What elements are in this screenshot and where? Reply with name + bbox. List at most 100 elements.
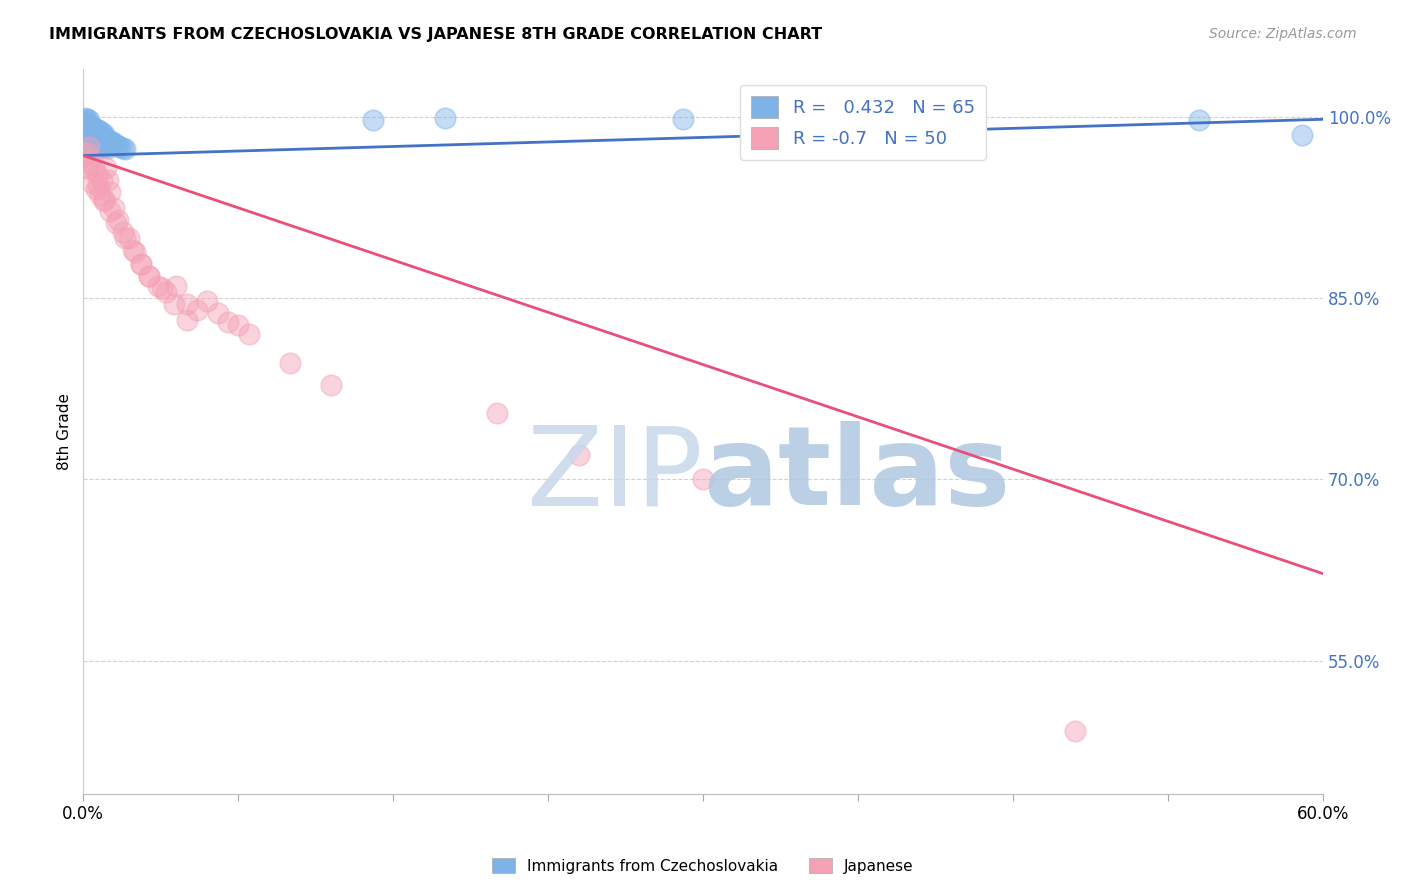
Point — [129, 257, 152, 271]
Point — [195, 293, 218, 308]
Point — [76, 117, 98, 131]
Point — [93, 130, 115, 145]
Point — [76, 114, 98, 128]
Point — [79, 127, 101, 141]
Point — [186, 303, 208, 318]
Point — [87, 127, 110, 141]
Point — [87, 178, 110, 193]
Point — [93, 192, 115, 206]
Point — [79, 118, 101, 132]
Point — [79, 113, 101, 128]
Point — [75, 116, 97, 130]
Point — [84, 134, 107, 148]
Point — [76, 146, 98, 161]
Point — [138, 269, 160, 284]
Point — [89, 188, 111, 202]
Point — [80, 130, 103, 145]
Point — [124, 245, 146, 260]
Point — [671, 112, 693, 127]
Point — [76, 124, 98, 138]
Point — [485, 406, 508, 420]
Point — [80, 177, 103, 191]
Point — [217, 315, 239, 329]
Point — [79, 120, 101, 135]
Point — [107, 212, 129, 227]
Point — [80, 120, 103, 134]
Point — [87, 123, 110, 137]
Point — [361, 113, 384, 128]
Point — [103, 136, 125, 151]
Point — [90, 126, 112, 140]
Point — [83, 164, 105, 178]
Point — [83, 141, 105, 155]
Point — [1291, 128, 1313, 142]
Point — [278, 356, 301, 370]
Point — [79, 140, 101, 154]
Point — [89, 124, 111, 138]
Point — [76, 136, 98, 151]
Point — [93, 127, 115, 141]
Point — [321, 378, 343, 392]
Point — [1064, 723, 1087, 738]
Point — [75, 128, 97, 142]
Point — [98, 204, 121, 219]
Point — [103, 201, 125, 215]
Point — [111, 141, 134, 155]
Point — [114, 231, 136, 245]
Point — [90, 137, 112, 152]
Point — [87, 135, 110, 149]
Point — [94, 161, 117, 175]
Point — [83, 133, 105, 147]
Point — [114, 143, 136, 157]
Point — [87, 168, 110, 182]
Legend: R =   0.432   N = 65, R = -0.7   N = 50: R = 0.432 N = 65, R = -0.7 N = 50 — [740, 85, 986, 160]
Point — [129, 257, 152, 271]
Point — [90, 174, 112, 188]
Point — [84, 126, 107, 140]
Text: atlas: atlas — [703, 421, 1011, 528]
Point — [76, 161, 98, 175]
Text: ZIP: ZIP — [527, 421, 703, 528]
Point — [75, 118, 97, 132]
Point — [75, 113, 97, 128]
Point — [105, 137, 128, 152]
Point — [75, 134, 97, 148]
Legend: Immigrants from Czechoslovakia, Japanese: Immigrants from Czechoslovakia, Japanese — [486, 852, 920, 880]
Point — [83, 120, 105, 135]
Point — [97, 172, 120, 186]
Point — [89, 136, 111, 151]
Point — [80, 122, 103, 136]
Point — [83, 124, 105, 138]
Point — [163, 297, 186, 311]
Point — [207, 306, 229, 320]
Point — [568, 448, 591, 462]
Point — [98, 185, 121, 199]
Point — [84, 143, 107, 157]
Point — [165, 279, 187, 293]
Point — [93, 139, 115, 153]
Point — [150, 281, 173, 295]
Point — [94, 131, 117, 145]
Point — [79, 120, 101, 135]
Point — [84, 182, 107, 196]
Point — [226, 318, 249, 332]
Point — [176, 297, 198, 311]
Point — [155, 285, 177, 299]
Point — [138, 269, 160, 284]
Point — [176, 313, 198, 327]
Point — [98, 134, 121, 148]
Point — [79, 156, 101, 170]
Point — [94, 140, 117, 154]
Point — [433, 111, 456, 125]
Y-axis label: 8th Grade: 8th Grade — [58, 392, 72, 469]
Point — [146, 279, 169, 293]
Point — [238, 327, 260, 342]
Point — [75, 122, 97, 136]
Point — [84, 122, 107, 136]
Point — [111, 225, 134, 239]
Point — [107, 139, 129, 153]
Point — [97, 141, 120, 155]
Point — [89, 128, 111, 142]
Point — [110, 140, 132, 154]
Point — [75, 148, 97, 162]
